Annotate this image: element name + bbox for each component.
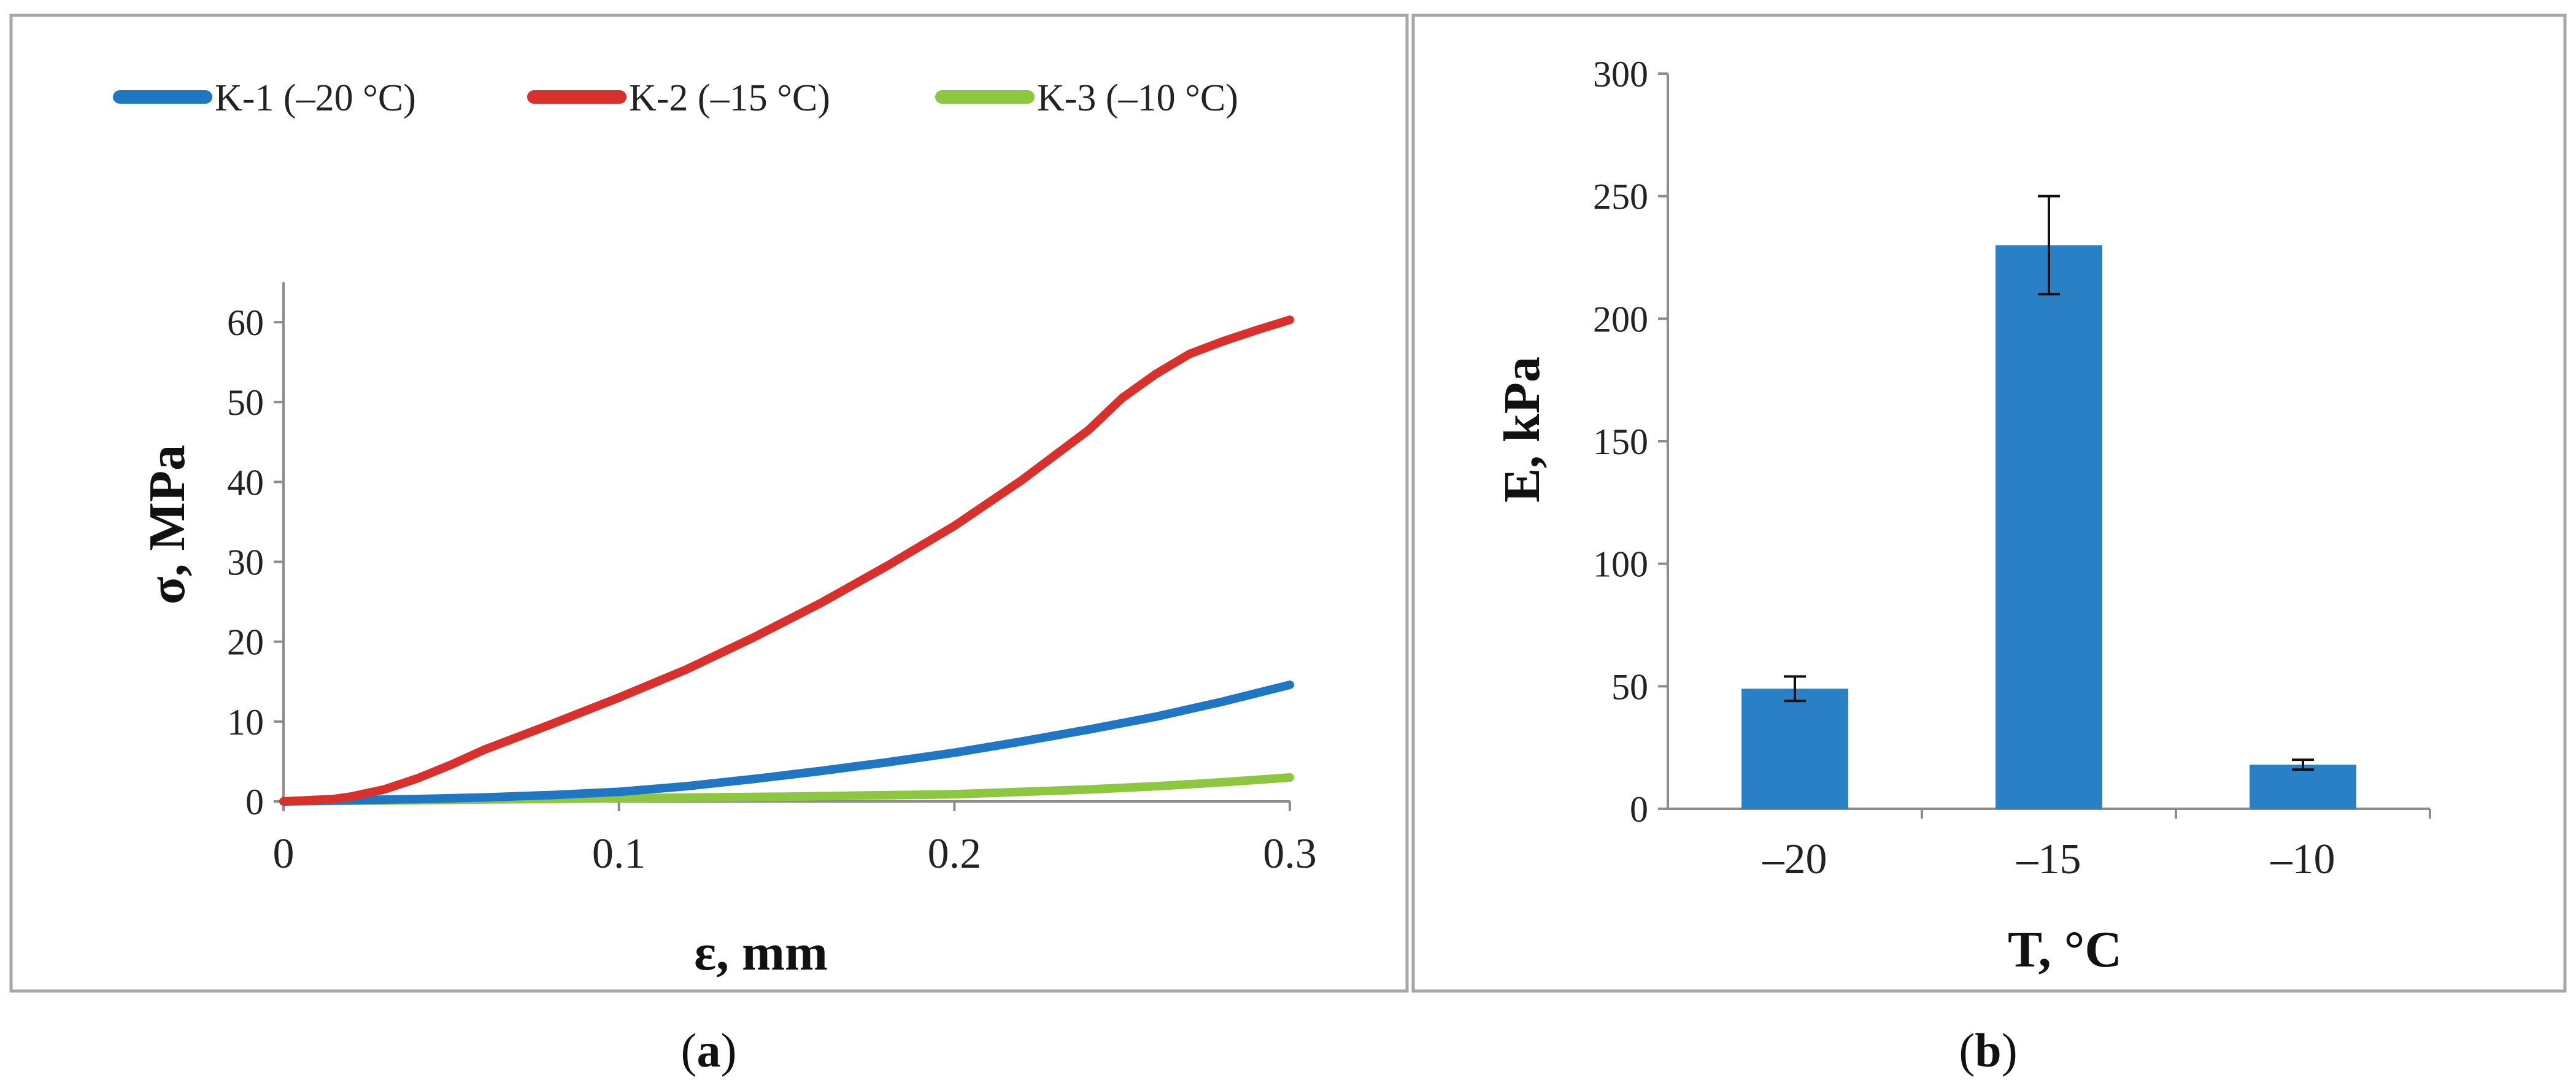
panel-a-x-axis-title: ε, mm (694, 924, 828, 981)
panel-a-caption-close: ) (721, 1024, 737, 1077)
panel-a-stress-strain-chart: K-1 (–20 °C) K-2 (–15 °C) K-3 (–10 °C) 0… (9, 14, 1409, 993)
panel-b-y-tick-label: 300 (1593, 54, 1648, 95)
panel-b-axes: 0 50 100 150 200 250 300 –20 –15 –10 (1593, 54, 2431, 883)
panel-a-y-tick-label: 10 (227, 702, 264, 743)
panel-b-x-tick-label: –15 (2016, 836, 2081, 883)
panel-a-series (279, 315, 1294, 806)
panel-b-modulus-bar-chart: 0 50 100 150 200 250 300 –20 –15 –10 T, °C E, kPa (1411, 14, 2567, 993)
error-bar (2038, 195, 2060, 296)
panel-b-caption-label: (b) (1959, 1024, 2017, 1077)
series-line-k2 (279, 315, 1294, 806)
panel-a-y-tick-label: 0 (245, 782, 264, 822)
panel-b-caption-letter: b (1975, 1024, 2001, 1077)
panel-a-y-tick-label: 30 (227, 542, 264, 583)
legend-label-k3: K-3 (–10 °C) (1037, 77, 1238, 119)
panel-b-y-tick-label: 100 (1593, 544, 1648, 585)
panel-a-caption-label: (a) (681, 1024, 737, 1077)
panel-b-y-tick-label: 50 (1611, 666, 1648, 707)
panel-a-x-tick-label: 0.1 (592, 830, 646, 878)
panel-b-x-tick-label: –20 (1762, 836, 1827, 883)
panel-b-bars (1741, 195, 2356, 809)
bar (1741, 689, 1848, 809)
panel-a-x-tick-label: 0 (273, 830, 295, 878)
bar (2250, 765, 2356, 809)
legend-label-k1: K-1 (–20 °C) (215, 77, 416, 119)
panel-a-caption-open: ( (681, 1024, 697, 1077)
panel-b-x-tick-label: –10 (2270, 836, 2335, 883)
bar (1996, 245, 2102, 809)
panel-b-caption-open: ( (1959, 1024, 1975, 1077)
panel-b-caption-close: ) (2002, 1024, 2018, 1077)
panel-b-x-axis-title: T, °C (2008, 921, 2122, 978)
panel-a-y-tick-label: 40 (227, 462, 264, 503)
panel-a-y-tick-label: 50 (227, 382, 264, 423)
panel-a-y-tick-label: 20 (227, 622, 264, 663)
panel-a-caption-letter: a (697, 1024, 721, 1077)
panel-a-frame (9, 14, 1409, 993)
panel-a-legend: K-1 (–20 °C) K-2 (–15 °C) K-3 (–10 °C) (113, 77, 1238, 119)
panel-b-y-tick-label: 150 (1593, 422, 1648, 462)
panel-a-y-tick-label: 60 (227, 303, 264, 343)
panel-b-y-tick-label: 250 (1593, 177, 1648, 217)
panel-b-y-tick-label: 0 (1630, 789, 1648, 830)
error-bar (1784, 675, 1806, 703)
legend-label-k2: K-2 (–15 °C) (629, 77, 830, 119)
panel-b-y-axis-title: E, kPa (1494, 357, 1551, 503)
panel-a-y-axis-title: σ, MPa (139, 445, 196, 604)
series-line-k1 (279, 681, 1294, 806)
panel-b-y-tick-label: 200 (1593, 299, 1648, 339)
panel-a-x-tick-label: 0.2 (928, 830, 982, 878)
panel-a-x-tick-label: 0.3 (1263, 830, 1317, 878)
panel-a-axes: 0 10 20 30 40 50 60 0 0.1 0.2 0.3 (227, 282, 1317, 878)
panel-b-frame (1411, 14, 2567, 993)
error-bar (2292, 758, 2314, 771)
